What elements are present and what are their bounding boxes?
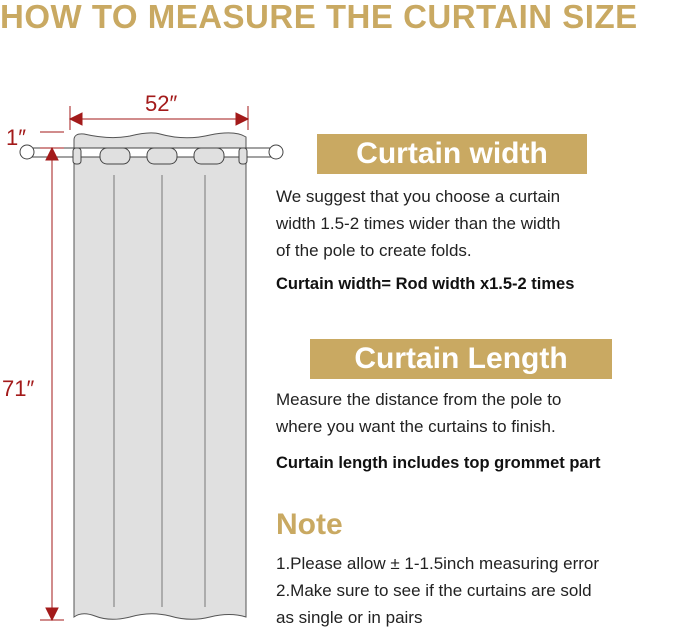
page-title: HOW TO MEASURE THE CURTAIN SIZE — [0, 0, 638, 35]
note-list: 1.Please allow ± 1-1.5inch measuring err… — [276, 550, 599, 628]
curtain-panel — [73, 132, 247, 620]
curtain-length-banner: Curtain Length — [310, 339, 612, 379]
width-description: We suggest that you choose a curtain wid… — [276, 183, 560, 264]
curtain-width-banner: Curtain width — [317, 134, 587, 174]
dimension-arrows — [40, 106, 250, 622]
note-item: 1.Please allow ± 1-1.5inch measuring err… — [276, 554, 600, 573]
text-line: width 1.5-2 times wider than the width — [276, 214, 561, 233]
grommets — [72, 147, 248, 165]
text-line: We suggest that you choose a curtain — [276, 187, 561, 206]
note-heading: Note — [276, 508, 343, 541]
width-formula: Curtain width= Rod width x1.5-2 times — [276, 275, 575, 293]
note-item: 2.Make sure to see if the curtains are s… — [276, 581, 592, 600]
text-line: of the pole to create folds. — [276, 241, 472, 260]
note-item: as single or in pairs — [276, 608, 423, 627]
text-line: where you want the curtains to finish. — [276, 417, 556, 436]
curtain-folds — [113, 175, 206, 607]
length-description: Measure the distance from the pole to wh… — [276, 386, 561, 440]
width-dimension-label: 52″ — [145, 91, 178, 116]
length-dimension-label: 71″ — [2, 376, 35, 401]
length-formula: Curtain length includes top grommet part — [276, 454, 601, 472]
curtain-diagram — [19, 106, 284, 622]
top-dimension-label: 1″ — [6, 125, 27, 150]
text-line: Measure the distance from the pole to — [276, 390, 562, 409]
